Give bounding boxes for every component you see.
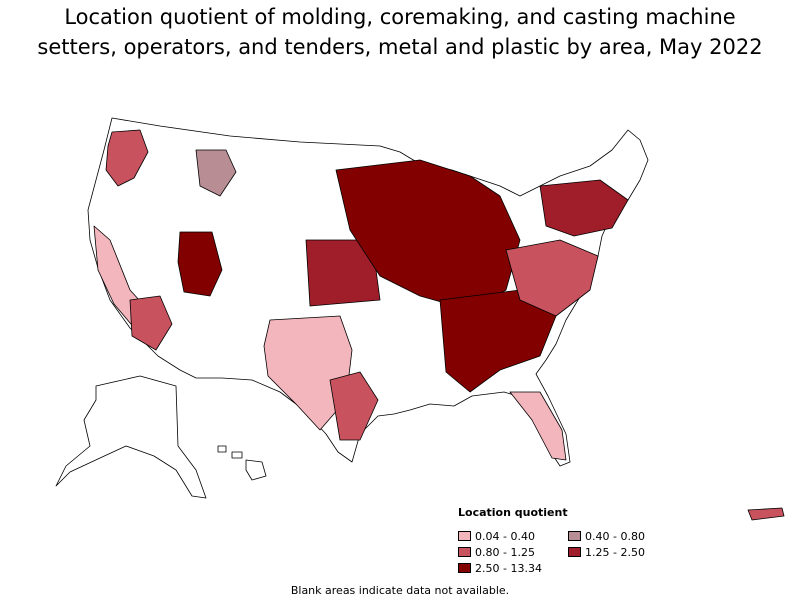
- region-northwest: [105, 129, 149, 187]
- legend-swatch: [568, 531, 581, 541]
- legend-label: 0.40 - 0.80: [585, 529, 645, 543]
- alaska-outline: [55, 375, 207, 499]
- legend-label: 0.80 - 1.25: [475, 545, 535, 559]
- legend-item: 0.80 - 1.25: [458, 545, 568, 559]
- region-northeast: [539, 179, 629, 237]
- legend-item: 1.25 - 2.50: [568, 545, 678, 559]
- legend-swatch: [568, 547, 581, 557]
- region-arizona: [129, 295, 173, 351]
- region-texas: [263, 315, 353, 431]
- legend-items: 0.04 - 0.40 0.40 - 0.80 0.80 - 1.25 1.25 - …: [458, 529, 698, 575]
- map-title-line-1: Location quotient of molding, coremaking…: [64, 5, 736, 29]
- legend-label: 1.25 - 2.50: [585, 545, 645, 559]
- legend-title: Location quotient: [458, 506, 568, 519]
- legend-swatch: [458, 531, 471, 541]
- region-appalachia: [505, 239, 599, 317]
- legend-item: 2.50 - 13.34: [458, 561, 568, 575]
- hawaii-island-1: [217, 445, 227, 453]
- legend-label: 0.04 - 0.40: [475, 529, 535, 543]
- hawaii-island-2: [231, 451, 243, 459]
- region-utah-colorado: [177, 231, 223, 297]
- region-midwest: [335, 159, 521, 311]
- map-title-line-2: setters, operators, and tenders, metal a…: [37, 35, 763, 59]
- map-title: Location quotient of molding, coremaking…: [0, 2, 800, 62]
- hawaii-island-3: [245, 459, 267, 481]
- region-florida: [509, 391, 567, 461]
- legend-label: 2.50 - 13.34: [475, 561, 542, 575]
- legend-item: 0.04 - 0.40: [458, 529, 568, 543]
- footnote: Blank areas indicate data not available.: [290, 584, 510, 597]
- legend-swatch: [458, 547, 471, 557]
- region-plains: [305, 239, 381, 307]
- legend-swatch: [458, 563, 471, 573]
- region-idaho: [195, 149, 237, 197]
- legend-item: 0.40 - 0.80: [568, 529, 678, 543]
- region-texas-east: [329, 371, 379, 441]
- legend: Location quotient 0.04 - 0.40 0.40 - 0.80…: [458, 506, 698, 575]
- puerto-rico: [747, 507, 785, 521]
